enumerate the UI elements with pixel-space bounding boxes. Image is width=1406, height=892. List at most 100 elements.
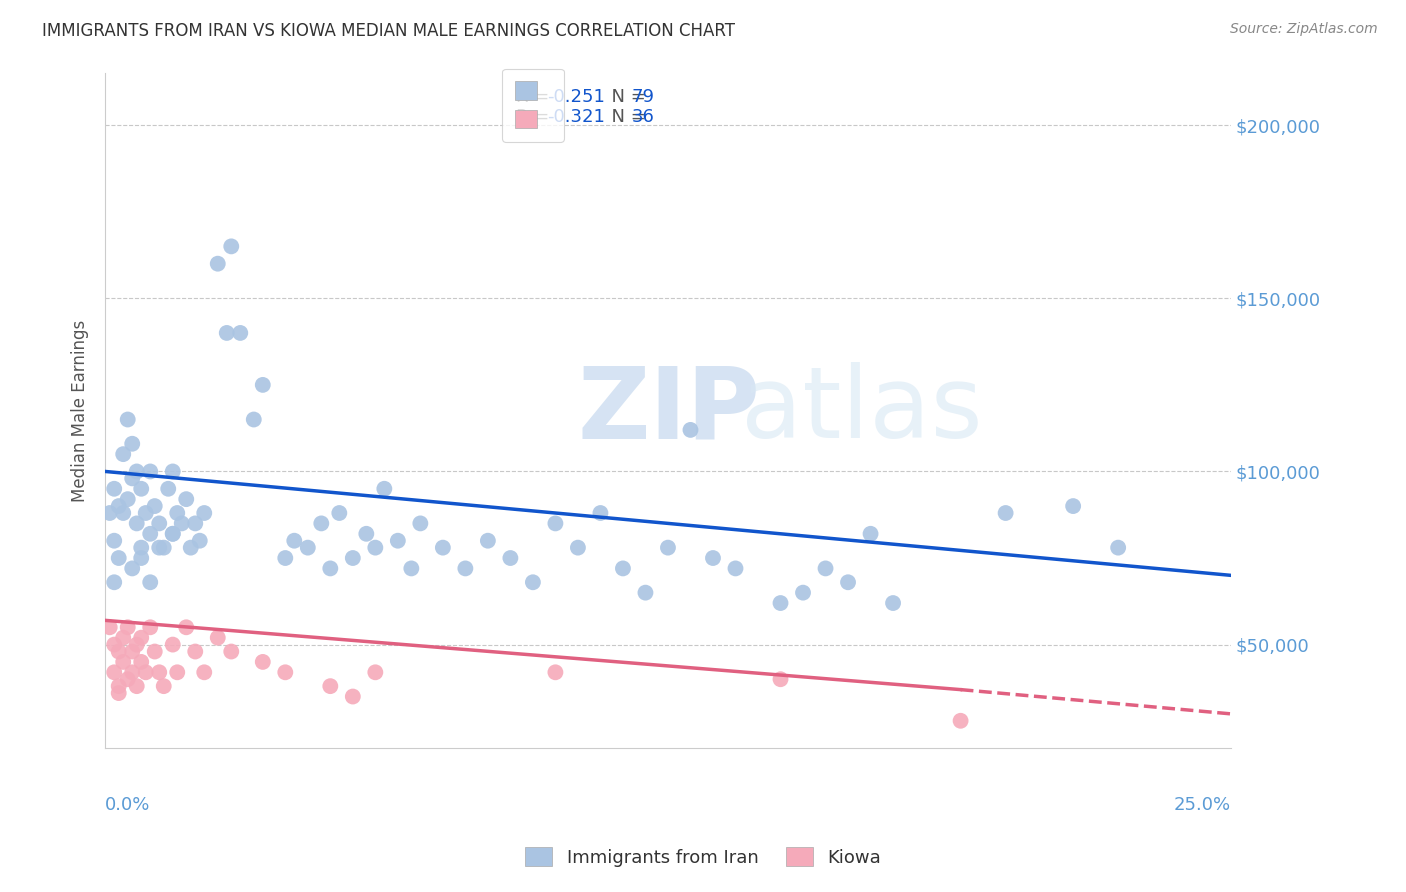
Point xyxy=(162,526,184,541)
Point xyxy=(107,551,129,566)
Point xyxy=(125,516,148,531)
Point xyxy=(1107,541,1129,555)
Point xyxy=(409,516,432,531)
Point xyxy=(219,239,242,253)
Text: N =: N = xyxy=(600,88,652,106)
Point xyxy=(148,516,170,531)
Text: 0.0%: 0.0% xyxy=(105,796,150,814)
Point xyxy=(98,620,121,634)
Point xyxy=(129,482,152,496)
Point xyxy=(589,506,612,520)
Point xyxy=(117,412,139,426)
Point xyxy=(117,620,139,634)
Point xyxy=(103,575,125,590)
Point xyxy=(157,482,180,496)
Point xyxy=(152,679,174,693)
Point xyxy=(219,644,242,658)
Point xyxy=(107,679,129,693)
Text: atlas: atlas xyxy=(741,362,983,459)
Point xyxy=(125,679,148,693)
Point xyxy=(107,499,129,513)
Point xyxy=(129,541,152,555)
Point xyxy=(139,620,162,634)
Point xyxy=(107,686,129,700)
Point xyxy=(319,679,342,693)
Point xyxy=(125,638,148,652)
Point xyxy=(207,257,229,271)
Point xyxy=(297,541,319,555)
Text: R =: R = xyxy=(516,108,555,126)
Point xyxy=(121,644,143,658)
Text: IMMIGRANTS FROM IRAN VS KIOWA MEDIAN MALE EARNINGS CORRELATION CHART: IMMIGRANTS FROM IRAN VS KIOWA MEDIAN MAL… xyxy=(42,22,735,40)
Point xyxy=(274,551,297,566)
Point xyxy=(499,551,522,566)
Point xyxy=(166,506,188,520)
Point xyxy=(103,533,125,548)
Point xyxy=(252,655,274,669)
Point xyxy=(882,596,904,610)
Point xyxy=(162,638,184,652)
Point xyxy=(949,714,972,728)
Point xyxy=(859,526,882,541)
Point xyxy=(342,551,364,566)
Point xyxy=(274,665,297,680)
Text: R =: R = xyxy=(516,88,555,106)
Text: -0.251: -0.251 xyxy=(547,88,606,106)
Point xyxy=(174,492,197,507)
Point xyxy=(162,465,184,479)
Point xyxy=(311,516,333,531)
Point xyxy=(193,506,215,520)
Point xyxy=(117,672,139,686)
Point xyxy=(454,561,477,575)
Point xyxy=(112,655,135,669)
Point xyxy=(148,665,170,680)
Point xyxy=(634,585,657,599)
Point xyxy=(135,665,157,680)
Point xyxy=(112,631,135,645)
Point xyxy=(139,575,162,590)
Point xyxy=(121,561,143,575)
Point xyxy=(252,377,274,392)
Point xyxy=(107,644,129,658)
Point xyxy=(522,575,544,590)
Point xyxy=(328,506,350,520)
Point xyxy=(373,482,395,496)
Point xyxy=(679,423,702,437)
Legend: Immigrants from Iran, Kiowa: Immigrants from Iran, Kiowa xyxy=(517,840,889,874)
Point xyxy=(129,551,152,566)
Y-axis label: Median Male Earnings: Median Male Earnings xyxy=(72,319,89,502)
Point xyxy=(180,541,202,555)
Point xyxy=(139,526,162,541)
Point xyxy=(139,465,162,479)
Point xyxy=(387,533,409,548)
Point xyxy=(129,631,152,645)
Point xyxy=(103,482,125,496)
Text: ZIP: ZIP xyxy=(578,362,761,459)
Point xyxy=(544,665,567,680)
Point xyxy=(174,620,197,634)
Point xyxy=(207,631,229,645)
Point xyxy=(769,672,792,686)
Point xyxy=(121,471,143,485)
Point xyxy=(188,533,211,548)
Point xyxy=(143,644,166,658)
Point xyxy=(612,561,634,575)
Text: 36: 36 xyxy=(631,108,655,126)
Point xyxy=(769,596,792,610)
Point xyxy=(184,516,207,531)
Point xyxy=(342,690,364,704)
Point xyxy=(98,506,121,520)
Point xyxy=(544,516,567,531)
Point xyxy=(229,326,252,340)
Point xyxy=(193,665,215,680)
Text: 79: 79 xyxy=(631,88,655,106)
Point xyxy=(364,541,387,555)
Point xyxy=(129,655,152,669)
Point xyxy=(184,644,207,658)
Point xyxy=(356,526,378,541)
Point xyxy=(125,465,148,479)
Point xyxy=(215,326,238,340)
Point xyxy=(702,551,724,566)
Point xyxy=(567,541,589,555)
Text: -0.321: -0.321 xyxy=(547,108,606,126)
